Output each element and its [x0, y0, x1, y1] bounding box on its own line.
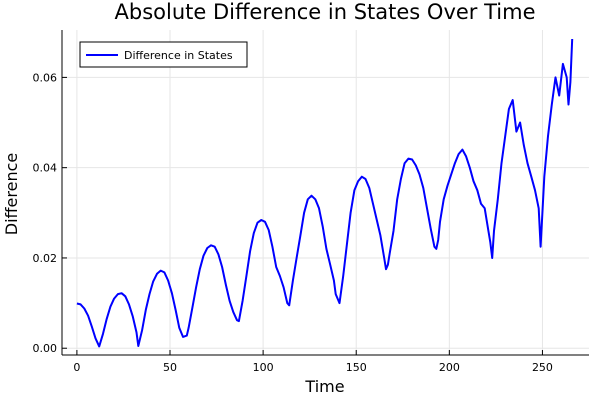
chart-title: Absolute Difference in States Over Time: [115, 0, 536, 24]
x-tick-label: 0: [73, 361, 80, 374]
legend: Difference in States: [79, 41, 248, 68]
y-tick-label: 0.04: [33, 162, 58, 175]
x-tick-label: 100: [253, 361, 274, 374]
x-axis-ticks: 0 50 100 150 200 250: [73, 350, 553, 374]
y-tick-label: 0.00: [33, 342, 58, 355]
y-tick-label: 0.06: [33, 71, 58, 84]
x-tick-label: 200: [439, 361, 460, 374]
x-tick-label: 150: [346, 361, 367, 374]
y-axis-label: Difference: [2, 153, 21, 235]
y-axis-ticks: 0.00 0.02 0.04 0.06: [33, 71, 67, 355]
x-tick-label: 50: [163, 361, 177, 374]
grid: [62, 30, 589, 355]
y-tick-label: 0.02: [33, 252, 58, 265]
x-tick-label: 250: [532, 361, 553, 374]
plot-frame: [61, 30, 589, 356]
series-line-0: [76, 38, 574, 348]
series-layer: [76, 38, 574, 348]
legend-entry-label: Difference in States: [124, 49, 233, 62]
x-axis-label: Time: [304, 377, 344, 396]
